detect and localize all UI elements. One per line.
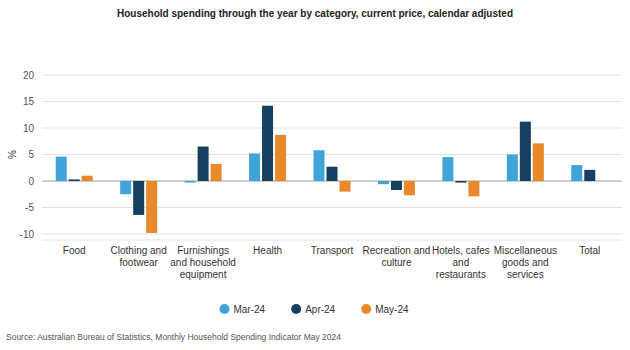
bar [275, 135, 286, 181]
bars [56, 106, 609, 233]
bar [391, 181, 402, 190]
bar [249, 153, 260, 181]
x-tick-label-line: Clothing and [111, 245, 167, 256]
bar [442, 157, 453, 181]
bar [262, 106, 273, 181]
y-tick-label: 20 [23, 70, 35, 81]
grid-line [42, 234, 622, 235]
x-tick-label: Total [579, 245, 600, 256]
y-axis-label: % [7, 150, 18, 159]
x-tick-label-line: Furnishings [177, 245, 229, 256]
y-tick-label: 5 [28, 149, 34, 160]
x-tick-label-line: footwear [119, 257, 158, 268]
y-axis-line [42, 75, 43, 234]
legend-label: May-24 [375, 304, 409, 315]
bar [584, 170, 595, 181]
legend-swatch [219, 304, 229, 314]
x-tick-label-line: and household [170, 257, 236, 268]
x-tick-label-line: Recreation and [363, 245, 431, 256]
x-tick-label-line: Food [63, 245, 86, 256]
x-tick-label: Furnishingsand householdequipment [170, 245, 236, 280]
legend-swatch [361, 304, 371, 314]
bar [507, 155, 518, 182]
bar [455, 181, 466, 183]
bar [378, 181, 389, 184]
bar [146, 181, 157, 233]
x-tick-label-line: Hotels, cafes [432, 245, 490, 256]
bar [69, 179, 80, 181]
x-tick-label-line: goods and [502, 257, 549, 268]
x-tick-label-line: equipment [180, 269, 227, 280]
bar [520, 122, 531, 181]
title: Household spending through the year by c… [117, 8, 513, 19]
source: Source: Australian Bureau of Statistics,… [6, 332, 341, 342]
bar [533, 143, 544, 181]
bar [404, 181, 415, 195]
bar [185, 181, 196, 183]
legend: Mar-24 Apr-24 May-24 [219, 304, 408, 315]
bar [327, 167, 338, 181]
grid-line [42, 207, 622, 208]
legend-label: Mar-24 [233, 304, 265, 315]
legend-swatch [291, 304, 301, 314]
y-tick-label: 0 [28, 176, 34, 187]
x-tick-label-line: restaurants [436, 269, 486, 280]
grid-line [42, 101, 622, 102]
y-tick-label: 15 [23, 96, 35, 107]
x-tick-label-line: Health [253, 245, 282, 256]
x-tick-label: Health [253, 245, 282, 256]
x-tick-label-line: and [453, 257, 470, 268]
x-axis-line [42, 240, 622, 241]
y-tick-label: 10 [23, 123, 35, 134]
bar [571, 165, 582, 181]
x-tick-label-line: Total [579, 245, 600, 256]
x-tick-label-line: Transport [311, 245, 354, 256]
x-tick-label: Transport [311, 245, 354, 256]
grid-line [42, 128, 622, 129]
x-tick-label-line: culture [381, 257, 411, 268]
bar [120, 181, 131, 194]
bar [198, 147, 209, 181]
y-tick-label: -10 [20, 229, 35, 240]
x-tick-label: Food [63, 245, 86, 256]
x-tick-label: Miscellaneousgoods andservices [494, 245, 557, 280]
x-tick-label-line: services [507, 269, 544, 280]
x-tick-label: Recreation andculture [363, 245, 431, 268]
x-tick-label-line: Miscellaneous [494, 245, 557, 256]
bar [211, 164, 222, 181]
legend-label: Apr-24 [305, 304, 335, 315]
x-tick-label: Hotels, cafesandrestaurants [432, 245, 490, 280]
bar [340, 181, 351, 192]
bar [597, 181, 608, 182]
bar [56, 157, 67, 181]
bar [82, 176, 93, 181]
y-tick-label: -5 [25, 202, 34, 213]
bar [314, 150, 325, 181]
grid-line [42, 75, 622, 76]
chart: Household spending through the year by c… [0, 0, 630, 350]
bar [468, 181, 479, 196]
bar [133, 181, 144, 215]
x-tick-label: Clothing andfootwear [111, 245, 167, 268]
